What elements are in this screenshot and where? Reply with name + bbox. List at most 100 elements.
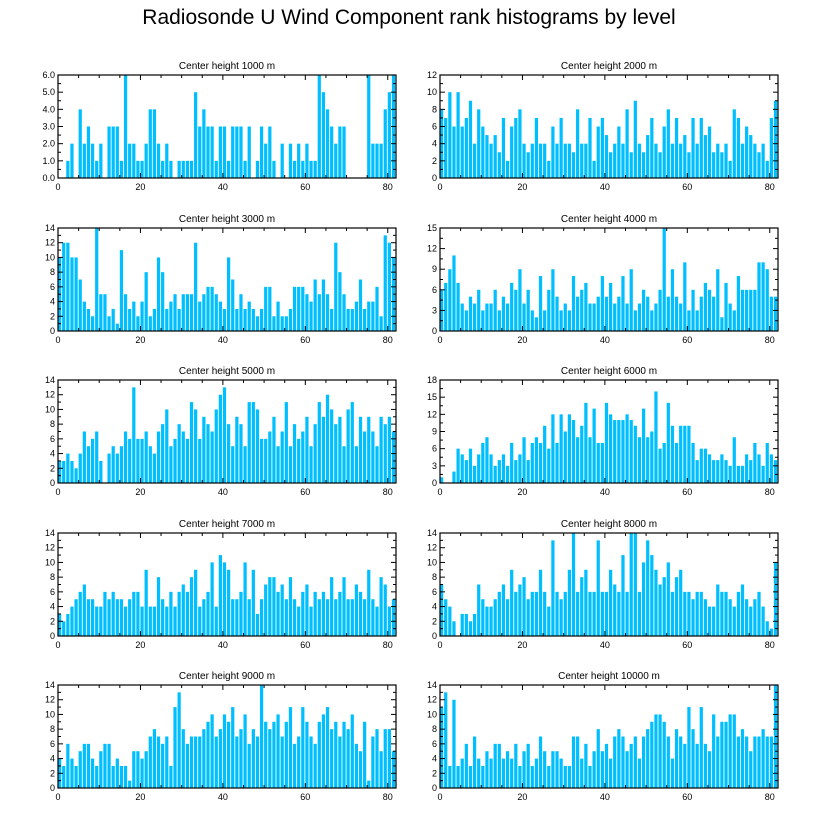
- bar: [629, 269, 633, 331]
- bar: [123, 75, 128, 178]
- bar: [70, 460, 74, 483]
- bar: [387, 606, 391, 636]
- bar: [280, 736, 284, 788]
- bar: [173, 707, 177, 788]
- y-tick-label: 8: [50, 724, 55, 734]
- bar: [551, 540, 555, 636]
- bar: [691, 442, 695, 483]
- bar: [481, 442, 485, 483]
- bar: [128, 438, 132, 483]
- bar: [567, 765, 572, 788]
- y-tick-label: 8: [432, 572, 437, 582]
- bar: [468, 296, 473, 331]
- bar: [530, 143, 534, 178]
- bar: [547, 448, 551, 483]
- bar: [596, 126, 600, 178]
- bar: [551, 414, 555, 483]
- bar: [526, 460, 530, 483]
- bar: [695, 591, 699, 636]
- bar: [588, 437, 592, 483]
- bar: [613, 143, 617, 178]
- bar: [132, 301, 136, 331]
- bar: [633, 736, 637, 788]
- x-tick-label: 80: [765, 335, 775, 345]
- bar: [222, 562, 227, 636]
- bar: [580, 425, 584, 483]
- bar: [695, 743, 699, 788]
- bar: [334, 143, 338, 178]
- bar: [309, 606, 313, 636]
- x-tick-label: 0: [55, 335, 60, 345]
- bar: [543, 143, 547, 178]
- bar: [99, 294, 103, 331]
- bar: [177, 160, 181, 178]
- bar: [477, 584, 481, 636]
- x-tick-label: 80: [383, 487, 393, 497]
- bar: [140, 160, 144, 178]
- bar: [707, 126, 712, 178]
- bar: [111, 446, 115, 483]
- bar: [629, 152, 633, 178]
- bar: [695, 310, 699, 331]
- bar: [732, 310, 736, 331]
- bar: [650, 431, 654, 483]
- bar: [559, 117, 563, 178]
- bar: [740, 465, 745, 483]
- bar: [773, 460, 778, 483]
- bar: [683, 743, 687, 788]
- bar: [576, 109, 580, 178]
- bar: [379, 751, 383, 788]
- bar: [571, 533, 576, 636]
- bar: [255, 736, 260, 788]
- bar: [292, 599, 297, 636]
- bar: [363, 599, 367, 636]
- bar: [391, 599, 396, 636]
- bar: [712, 606, 716, 636]
- bar: [530, 442, 534, 483]
- y-tick-label: 2: [432, 768, 437, 778]
- bar: [666, 296, 670, 331]
- bar: [716, 736, 720, 788]
- bar: [375, 729, 379, 788]
- bar: [584, 743, 588, 788]
- bar: [227, 721, 231, 788]
- bar: [325, 394, 330, 483]
- y-tick-label: 12: [427, 244, 437, 254]
- y-tick-label: 2: [50, 311, 55, 321]
- bar: [604, 591, 609, 636]
- bar: [621, 420, 625, 483]
- bar: [464, 310, 468, 331]
- bar: [720, 152, 724, 178]
- y-tick-label: 4: [50, 602, 55, 612]
- y-tick-label: 2: [50, 768, 55, 778]
- bar: [757, 152, 761, 178]
- bar: [305, 416, 309, 483]
- bar: [128, 308, 132, 331]
- bar: [670, 143, 675, 178]
- bar: [670, 758, 675, 788]
- bar: [284, 721, 288, 788]
- bar: [534, 437, 539, 483]
- bar: [728, 303, 732, 331]
- bar: [745, 454, 749, 483]
- bar: [148, 109, 152, 178]
- y-tick-label: 2: [432, 156, 437, 166]
- bar: [86, 743, 91, 788]
- bar: [317, 402, 321, 483]
- bar: [440, 707, 444, 788]
- bar: [621, 143, 625, 178]
- bar: [609, 569, 613, 636]
- bar: [268, 431, 272, 483]
- bar: [563, 143, 567, 178]
- bar: [749, 606, 753, 636]
- bar: [580, 758, 584, 788]
- bar: [375, 286, 379, 331]
- x-tick-label: 80: [383, 335, 393, 345]
- bar: [481, 765, 485, 788]
- bar: [514, 743, 518, 788]
- y-tick-label: 12: [45, 543, 55, 553]
- x-tick-label: 40: [600, 182, 610, 192]
- bar: [654, 714, 658, 788]
- bar: [444, 599, 448, 636]
- bar: [481, 126, 485, 178]
